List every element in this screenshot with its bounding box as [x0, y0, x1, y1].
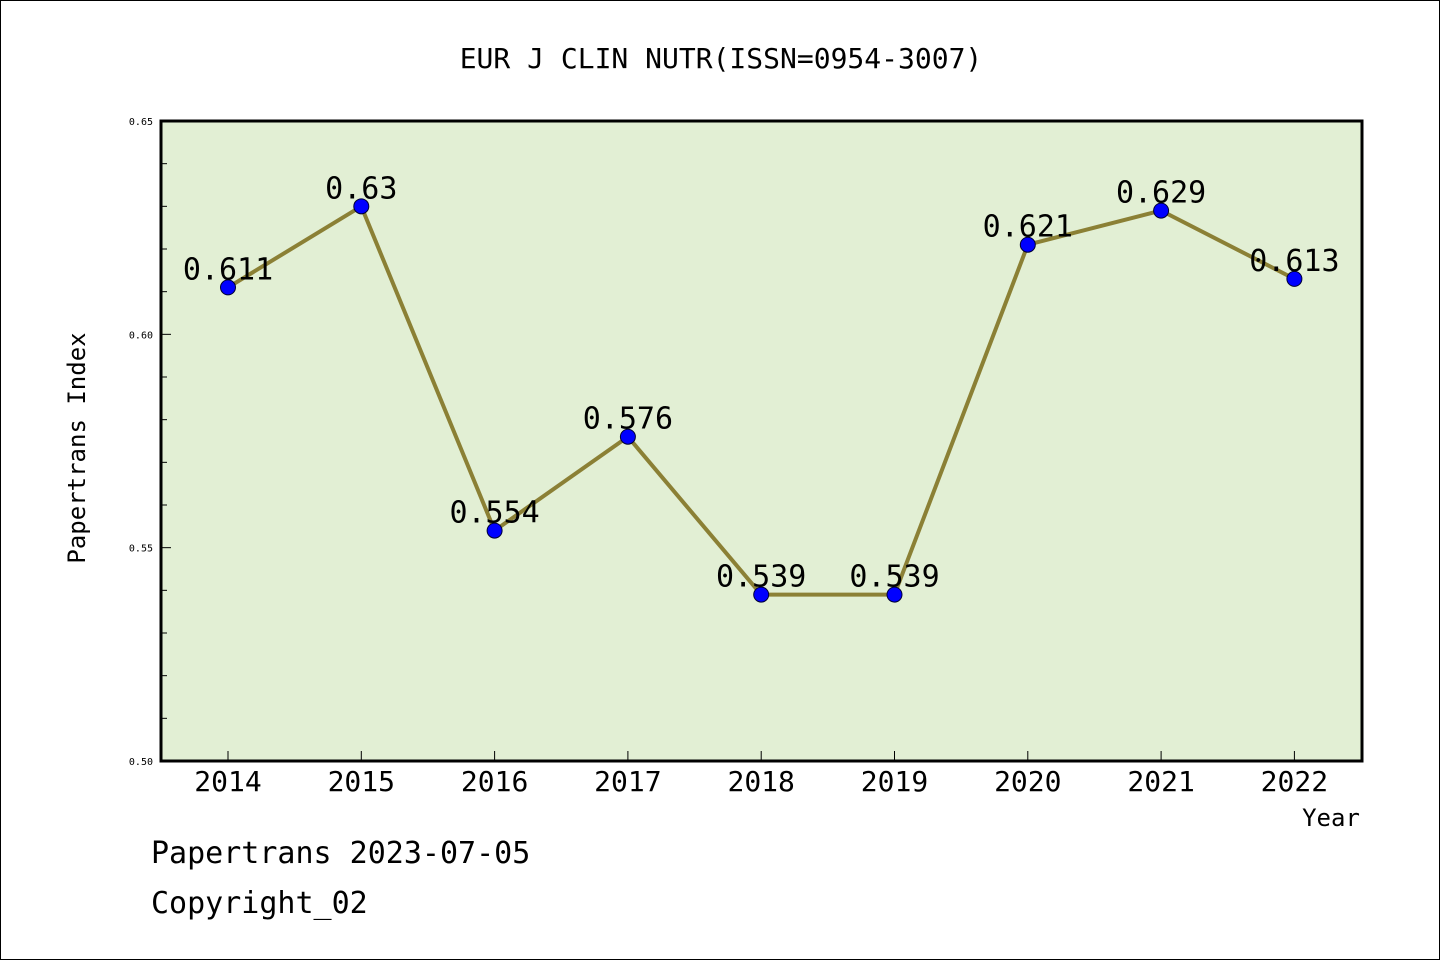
x-tick-label: 2021 [1127, 765, 1194, 798]
data-point [353, 198, 370, 215]
y-tick-label: 0.60 [129, 330, 153, 341]
data-label: 0.539 [716, 560, 806, 595]
data-point [753, 586, 770, 603]
data-point [619, 428, 636, 445]
data-markers [220, 198, 1303, 603]
footer-date: Papertrans 2023-07-05 [151, 836, 531, 871]
data-point [1286, 270, 1303, 287]
y-tick-label: 0.50 [129, 757, 153, 768]
data-label: 0.63 [325, 171, 397, 206]
x-tick-label: 2016 [461, 765, 528, 798]
x-tick-label: 2019 [861, 765, 928, 798]
plot-border [159, 119, 1364, 763]
y-axis-ticks: 0.50 0.55 0.60 0.65 [129, 117, 171, 768]
y-tick-label: 0.55 [129, 544, 153, 555]
footer-copyright: Copyright_02 [151, 886, 368, 921]
y-axis-label: Papertrans Index [63, 332, 91, 563]
data-label: 0.621 [983, 210, 1073, 245]
plot-area [161, 121, 1362, 761]
x-tick-label: 2015 [328, 765, 395, 798]
data-label: 0.539 [849, 560, 939, 595]
x-tick-label: 2018 [727, 765, 794, 798]
x-axis-ticks: 2014 2015 2016 2017 2018 2019 2020 2021 2022 [194, 751, 1328, 798]
data-label: 0.576 [583, 402, 673, 437]
data-label: 0.611 [183, 252, 273, 287]
x-tick-label: 2014 [194, 765, 261, 798]
x-tick-label: 2020 [994, 765, 1061, 798]
data-point [886, 586, 903, 603]
data-label: 0.554 [449, 496, 539, 531]
x-tick-label: 2017 [594, 765, 661, 798]
data-labels: 0.611 0.63 0.554 0.576 0.539 0.539 0.621 0.629 0… [183, 171, 1340, 594]
data-point [486, 522, 503, 539]
data-point [1153, 202, 1170, 219]
data-label: 0.613 [1249, 244, 1339, 279]
x-tick-label: 2022 [1261, 765, 1328, 798]
y-tick-label: 0.65 [129, 117, 153, 128]
data-point [220, 279, 236, 296]
chart-title: EUR J CLIN NUTR(ISSN=0954-3007) [460, 42, 983, 75]
data-point [1019, 236, 1036, 253]
x-axis-label: Year [1302, 804, 1360, 832]
data-label: 0.629 [1116, 176, 1206, 211]
